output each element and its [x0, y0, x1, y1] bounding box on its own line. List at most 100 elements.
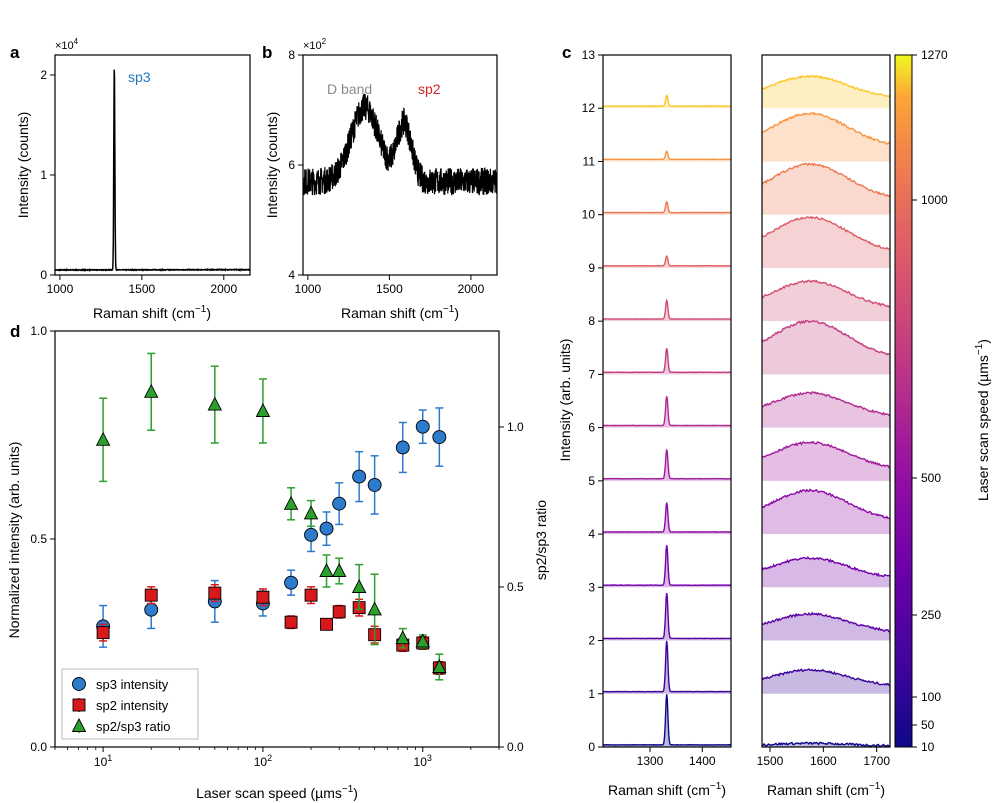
panel-c-ytick-label-3: 3: [588, 580, 595, 594]
panel-a-xtick-label-1500: 1500: [128, 282, 155, 296]
spectrum-area-left-750: [603, 201, 731, 215]
spectrum-line-left-150: [602, 502, 732, 533]
point-circle-20: [144, 602, 159, 617]
panel-c-right-xtick-label-1500: 1500: [757, 754, 784, 768]
panel-b-ytick-label-8: 8: [288, 48, 295, 62]
panel-b-letter: b: [262, 43, 272, 62]
spectrum-area-right-200: [762, 441, 890, 481]
spectrum-area-left-10: [603, 694, 731, 747]
point-triangle-100: [255, 403, 271, 417]
spectrum-line-left-10: [602, 694, 731, 746]
panel-a-ytick-label-0: 0: [40, 268, 47, 282]
panel-a-ylabel: Intensity (counts): [15, 112, 31, 219]
spectrum-line-left-250: [602, 396, 731, 427]
panel-d-ylabel-left: Normalized intensity (arb. units): [6, 442, 22, 639]
colorbar-tick-label-250: 250: [921, 608, 941, 622]
panel-a-xtick-label-2000: 2000: [210, 282, 237, 296]
legend-label-square: sp2 intensity: [96, 698, 169, 713]
spectrum-area-left-1000: [603, 151, 731, 162]
spectrum-line-right-10: [761, 741, 891, 748]
point-square-20: [144, 588, 158, 602]
panel-b-exponent: ×102: [303, 37, 327, 52]
spectrum-line-left-500: [603, 254, 732, 267]
panel-d-letter: d: [10, 322, 20, 341]
colorbar-ticks: 10 50 100 250 500 1000 1270: [912, 48, 948, 754]
legend-marker-triangle: [71, 718, 87, 732]
panel-c-ytick-label-4: 4: [588, 527, 595, 541]
point-triangle-750: [395, 630, 411, 645]
point-circle-150: [284, 575, 299, 590]
spectrum-line-right-500: [761, 215, 891, 251]
panel-c-xlabel-left-close: ): [721, 782, 726, 798]
panel-d-ytick-label-0: 0.0: [30, 740, 47, 754]
point-circle-200: [304, 527, 318, 542]
spectrum-line-right-200: [761, 440, 891, 469]
spectrum-line-right-20: [761, 668, 891, 687]
panel-d-right-ytick-label-0.5: 0.5: [507, 580, 524, 594]
spectrum-line-left-750: [602, 200, 732, 214]
panel-d-xtick-label-10: 101: [94, 753, 112, 769]
panel-a-exponent-power: 4: [74, 37, 79, 46]
spectrum-area-left-1270: [603, 95, 731, 109]
panel-d-ytick-label-1: 1.0: [30, 324, 47, 338]
panel-c-left-xtick-label-1400: 1400: [689, 754, 716, 768]
panel-b-exponent-power: 2: [322, 37, 327, 46]
point-circle-300: [332, 496, 347, 511]
panel-d-right-ytick-label-0: 0.0: [507, 740, 524, 754]
panel-b-xlabel-sup: −1: [443, 304, 455, 315]
panel-b-spectrum-line: [302, 93, 498, 196]
panel-a-xlabel-sup: −1: [195, 304, 207, 315]
panel-c-ylabel: Intensity (arb. units): [557, 339, 573, 462]
spectrum-line-right-100: [761, 556, 891, 578]
spectrum-line-right-250: [761, 391, 891, 417]
panel-a-letter: a: [10, 43, 20, 62]
panel-a-peak-label: sp3: [128, 69, 151, 85]
panel-d-xlabel-text: Laser scan speed (µms: [196, 785, 342, 801]
spectrum-area-left-100: [603, 545, 731, 588]
spectrum-line-left-1000: [603, 149, 732, 161]
spectrum-area-left-400: [603, 300, 731, 322]
panel-c-ytick-label-12: 12: [582, 101, 596, 115]
panel-b: b ×102 D band sp2 1000 1500 2000 4 6 8 Raman …: [262, 37, 498, 321]
point-triangle-250: [319, 563, 334, 577]
legend-label-triangle: sp2/sp3 ratio: [96, 719, 170, 734]
point-triangle-150: [283, 495, 299, 510]
panel-b-xlabel: Raman shift (cm−1): [341, 304, 459, 321]
legend-marker-circle: [72, 677, 86, 691]
point-square-200: [304, 588, 318, 602]
point-triangle-400: [351, 579, 367, 593]
spectrum-area-left-500: [603, 256, 731, 268]
point-triangle-300: [331, 563, 347, 577]
panel-c-ytick-label-13: 13: [582, 48, 596, 62]
panel-b-xtick-label-1500: 1500: [376, 282, 403, 296]
colorbar-label-sup: −1: [974, 343, 985, 355]
colorbar-label-close: ): [975, 339, 991, 344]
point-square-150: [284, 615, 298, 629]
panel-a-xtick-label-1000: 1000: [47, 282, 74, 296]
panel-d-xlabel-close: ): [353, 785, 358, 801]
point-triangle-1270: [432, 659, 447, 673]
spectrum-area-right-1270: [762, 75, 890, 109]
panel-a-exponent-base: ×10: [55, 40, 74, 52]
panel-c-xlabel-right-text: Raman shift (cm: [767, 782, 869, 798]
point-circle-1270: [432, 430, 447, 445]
panel-a-ytick-label-1: 1: [40, 168, 47, 182]
spectrum-area-right-750: [762, 163, 890, 215]
panel-c-left-frame: [602, 54, 732, 748]
panel-d-series: [95, 352, 447, 681]
panel-d-xlabel: Laser scan speed (µms−1): [196, 784, 358, 801]
point-square-250: [320, 617, 333, 631]
panel-b-exponent-base: ×10: [303, 40, 322, 52]
panel-c-ytick-label-6: 6: [588, 421, 595, 435]
spectrum-area-right-300: [762, 320, 890, 375]
spectrum-line-right-50: [761, 611, 891, 633]
panel-d-legend: sp3 intensity sp2 intensity sp2/sp3 ratio: [61, 668, 199, 740]
point-square-10: [96, 626, 110, 640]
panel-c-xlabel-left: Raman shift (cm−1): [608, 781, 726, 798]
panel-c-ytick-label-9: 9: [588, 261, 595, 275]
panel-c-ytick-label-11: 11: [583, 154, 596, 168]
point-triangle-1000: [415, 633, 430, 648]
panel-d-ytick-label-0.5: 0.5: [30, 532, 47, 546]
panel-a-exponent: ×104: [55, 37, 79, 52]
